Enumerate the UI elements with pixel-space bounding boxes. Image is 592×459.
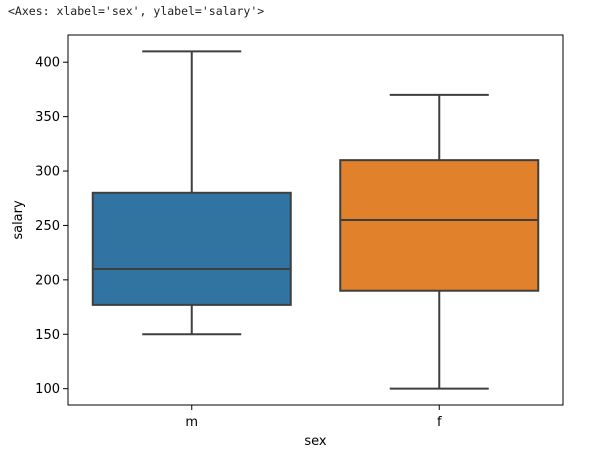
- axes-repr-text: <Axes: xlabel='sex', ylabel='salary'>: [8, 4, 265, 18]
- box-group-m: [91, 50, 292, 336]
- x-tick-label: f: [437, 415, 442, 430]
- plot-frame: [67, 34, 564, 406]
- y-tick-label: 400: [35, 56, 60, 71]
- y-tick-label: 300: [35, 165, 60, 180]
- y-tick-label: 100: [35, 382, 60, 397]
- x-tick-label: m: [185, 415, 198, 430]
- box-f: [339, 159, 540, 292]
- y-tick-label: 250: [35, 219, 60, 234]
- x-axis-label: sex: [304, 434, 327, 449]
- y-tick-label: 200: [35, 273, 60, 288]
- y-tick-label: 350: [35, 110, 60, 125]
- y-axis-label: salary: [11, 200, 26, 240]
- y-tick-label: 150: [35, 328, 60, 343]
- box-group-f: [339, 93, 540, 390]
- box-m: [91, 191, 292, 306]
